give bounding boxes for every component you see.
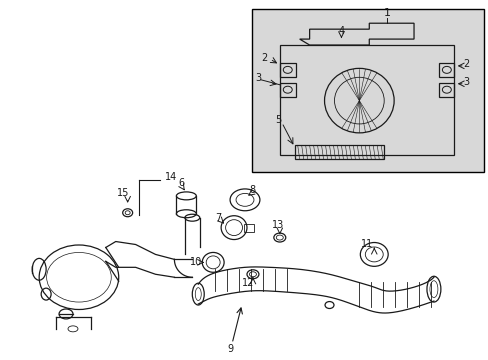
Bar xyxy=(279,83,295,96)
Bar xyxy=(438,63,453,77)
Bar xyxy=(279,63,295,77)
Bar xyxy=(438,83,453,96)
Text: 12: 12 xyxy=(241,278,254,288)
Text: 9: 9 xyxy=(226,344,233,354)
Bar xyxy=(251,9,483,172)
Bar xyxy=(244,224,253,231)
Text: 11: 11 xyxy=(361,239,373,249)
Text: 8: 8 xyxy=(248,185,255,195)
Text: 3: 3 xyxy=(463,77,469,87)
Text: 3: 3 xyxy=(254,73,261,83)
Text: 10: 10 xyxy=(190,257,202,267)
Text: 1: 1 xyxy=(383,8,390,18)
Bar xyxy=(294,145,384,159)
Bar xyxy=(279,45,453,155)
Text: 15: 15 xyxy=(116,188,129,198)
Text: 2: 2 xyxy=(260,53,266,63)
Text: 5: 5 xyxy=(275,116,282,126)
Text: 2: 2 xyxy=(463,59,469,69)
Text: 13: 13 xyxy=(271,220,284,230)
Text: 4: 4 xyxy=(338,26,344,36)
Text: 7: 7 xyxy=(215,213,221,223)
Text: 6: 6 xyxy=(178,178,184,188)
Text: 14: 14 xyxy=(164,172,176,182)
